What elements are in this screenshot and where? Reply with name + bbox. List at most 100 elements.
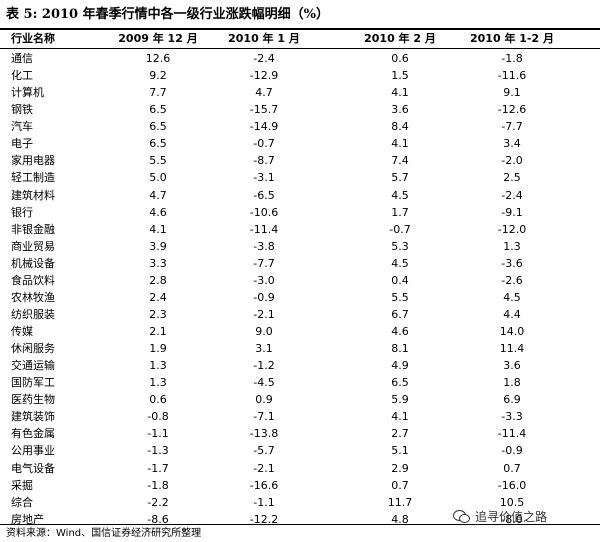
value-cell: 1.3: [503, 239, 521, 253]
value-cell: 0.6: [149, 393, 167, 407]
value-cell: 6.5: [149, 137, 167, 151]
table-row: 汽车 6.5 -14.9 8.4 -7.7: [0, 118, 600, 135]
value-cell: -12.0: [497, 222, 527, 236]
industry-name-cell: 银行: [11, 205, 33, 219]
value-cell: 8.1: [391, 342, 409, 356]
value-cell: -1.1: [253, 495, 275, 509]
value-cell: -16.0: [497, 478, 527, 492]
value-cell: 1.5: [391, 69, 409, 83]
table-row: 非银金融 4.1 -11.4 -0.7 -12.0: [0, 221, 600, 238]
value-cell: -6.5: [253, 188, 275, 202]
value-cell: 0.9: [255, 393, 273, 407]
value-cell: -2.1: [253, 461, 275, 475]
industry-name-cell: 汽车: [11, 120, 33, 134]
value-cell: -2.4: [501, 188, 523, 202]
value-cell: -12.9: [249, 69, 279, 83]
header-2010-02: 2010 年 2 月: [364, 32, 436, 45]
value-cell: -16.6: [249, 478, 279, 492]
value-cell: -0.7: [389, 222, 411, 236]
value-cell: 3.3: [149, 256, 167, 270]
value-cell: 9.0: [255, 325, 273, 338]
table-row: 农林牧渔 2.4 -0.9 5.5 4.5: [0, 289, 600, 306]
value-cell: 3.1: [255, 342, 273, 356]
value-cell: 11.7: [387, 495, 413, 509]
value-cell: 0.6: [391, 52, 409, 65]
header-rule: [0, 48, 600, 49]
value-cell: -7.7: [253, 256, 275, 270]
value-cell: 0.7: [391, 478, 409, 492]
table-row: 采掘 -1.8 -16.6 0.7 -16.0: [0, 477, 600, 494]
value-cell: -3.8: [253, 239, 275, 253]
watermark: 追寻价值之路: [453, 506, 547, 526]
value-cell: -3.3: [501, 410, 523, 424]
industry-name-cell: 传媒: [11, 325, 33, 338]
table-row: 食品饮料 2.8 -3.0 0.4 -2.6: [0, 272, 600, 289]
table-row: 传媒 2.1 9.0 4.6 14.0: [0, 323, 600, 340]
table-row: 有色金属 -1.1 -13.8 2.7 -11.4: [0, 425, 600, 442]
table-title: 表 5: 2010 年春季行情中各一级行业涨跌幅明细（%）: [6, 7, 329, 22]
industry-name-cell: 采掘: [11, 478, 33, 492]
table-row: 化工 9.2 -12.9 1.5 -11.6: [0, 67, 600, 84]
table-row: 交通运输 1.3 -1.2 4.9 3.6: [0, 357, 600, 374]
industry-name-cell: 非银金融: [11, 222, 55, 236]
value-cell: 7.4: [391, 154, 409, 168]
table-row: 通信 12.6 -2.4 0.6 -1.8: [0, 50, 600, 67]
value-cell: -13.8: [249, 427, 279, 441]
value-cell: -11.4: [249, 222, 279, 236]
industry-name-cell: 纺织服装: [11, 307, 55, 321]
value-cell: -9.1: [501, 205, 523, 219]
value-cell: 4.8: [391, 512, 409, 526]
table-row: 钢铁 6.5 -15.7 3.6 -12.6: [0, 101, 600, 118]
table-row: 国防军工 1.3 -4.5 6.5 1.8: [0, 374, 600, 391]
value-cell: 4.1: [391, 86, 409, 100]
value-cell: -1.8: [147, 478, 169, 492]
industry-name-cell: 综合: [11, 495, 33, 509]
value-cell: 5.5: [149, 154, 167, 168]
value-cell: 6.5: [391, 376, 409, 390]
industry-name-cell: 家用电器: [11, 154, 55, 168]
value-cell: 0.4: [391, 273, 409, 287]
industry-name-cell: 建筑装饰: [11, 410, 55, 424]
industry-name-cell: 机械设备: [11, 256, 55, 270]
industry-name-cell: 公用事业: [11, 444, 55, 458]
bottom-rule: [0, 524, 600, 525]
table-row: 电气设备 -1.7 -2.1 2.9 0.7: [0, 460, 600, 477]
industry-name-cell: 休闲服务: [11, 342, 55, 356]
value-cell: 4.6: [391, 325, 409, 338]
value-cell: -12.6: [497, 103, 527, 117]
value-cell: 1.3: [149, 359, 167, 373]
industry-name-cell: 轻工制造: [11, 171, 55, 185]
value-cell: -8.6: [147, 512, 169, 526]
table-row: 电子 6.5 -0.7 4.1 3.4: [0, 135, 600, 152]
value-cell: -1.8: [501, 52, 523, 65]
value-cell: -0.7: [253, 137, 275, 151]
industry-name-cell: 有色金属: [11, 427, 55, 441]
value-cell: 5.5: [391, 290, 409, 304]
value-cell: -1.2: [253, 359, 275, 373]
value-cell: -15.7: [249, 103, 279, 117]
header-2010-01: 2010 年 1 月: [228, 32, 300, 45]
value-cell: 5.7: [391, 171, 409, 185]
value-cell: -7.1: [253, 410, 275, 424]
value-cell: -2.1: [253, 307, 275, 321]
value-cell: 6.5: [149, 120, 167, 134]
value-cell: 5.9: [391, 393, 409, 407]
table-row: 建筑材料 4.7 -6.5 4.5 -2.4: [0, 187, 600, 204]
table-row: 计算机 7.7 4.7 4.1 9.1: [0, 84, 600, 101]
value-cell: 4.9: [391, 359, 409, 373]
value-cell: 10.5: [499, 495, 525, 509]
value-cell: 3.9: [149, 239, 167, 253]
value-cell: 6.9: [503, 393, 521, 407]
value-cell: -0.9: [501, 444, 523, 458]
value-cell: -14.9: [249, 120, 279, 134]
table-row: 轻工制造 5.0 -3.1 5.7 2.5: [0, 169, 600, 186]
wechat-icon: [453, 509, 471, 523]
header-industry: 行业名称: [11, 32, 55, 45]
value-cell: 3.4: [503, 137, 521, 151]
value-cell: -2.0: [501, 154, 523, 168]
value-cell: 2.8: [149, 273, 167, 287]
industry-name-cell: 交通运输: [11, 359, 55, 373]
value-cell: 12.6: [145, 52, 171, 65]
value-cell: 4.5: [391, 188, 409, 202]
value-cell: -12.2: [249, 512, 279, 526]
